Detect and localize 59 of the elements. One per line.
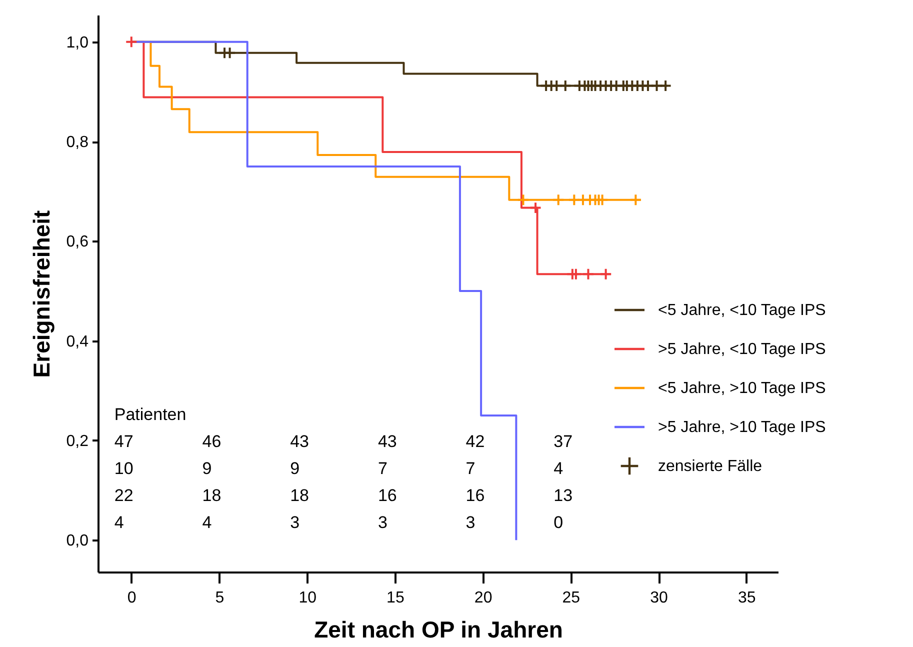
annotation: 13: [554, 486, 573, 505]
y-axis-title: Ereignisfreiheit: [28, 210, 54, 378]
legend-label: >5 Jahre, <10 Tage IPS: [658, 341, 826, 358]
annotation: 4: [554, 459, 564, 478]
annotation: 43: [290, 432, 310, 451]
annotation: 47: [114, 432, 134, 451]
annotation: 7: [378, 459, 388, 478]
annotation: 46: [202, 432, 222, 451]
annotation: 16: [378, 486, 397, 505]
annotation: 18: [202, 486, 222, 505]
y-tick-label: 0,2: [66, 432, 89, 450]
x-axis-title: Zeit nach OP in Jahren: [314, 616, 563, 642]
x-tick-label: 10: [298, 590, 317, 606]
annotation: 3: [378, 513, 388, 532]
annotation: 3: [466, 513, 476, 532]
annotation: 9: [202, 459, 212, 478]
annotation: 9: [290, 459, 300, 478]
x-tick-label: 5: [215, 590, 224, 606]
point: [596, 194, 609, 206]
x-tick-label: 35: [738, 590, 756, 606]
y-tick-label: 0,0: [66, 532, 89, 550]
annotation: 18: [290, 486, 310, 505]
annotation: Patienten: [114, 405, 186, 424]
y-tick-label: 1,0: [66, 34, 89, 52]
annotation: 4: [202, 513, 212, 532]
annotation: 42: [466, 432, 485, 451]
point: [559, 80, 572, 92]
point: [516, 194, 530, 206]
x-tick-label: 25: [562, 590, 580, 606]
legend-label: <5 Jahre, >10 Tage IPS: [658, 380, 826, 397]
annotation: 10: [114, 459, 134, 478]
y-tick-label: 0,6: [66, 234, 89, 251]
point: [582, 268, 594, 280]
x-tick-label: 0: [127, 590, 136, 606]
point: [570, 268, 582, 280]
legend-label: zensierte Fälle: [658, 458, 762, 475]
point: [125, 36, 138, 48]
point: [529, 202, 542, 214]
point: [659, 80, 672, 92]
annotation: 16: [466, 486, 485, 505]
legend-label: <5 Jahre, <10 Tage IPS: [658, 302, 826, 319]
annotation: 22: [114, 486, 134, 505]
point: [600, 268, 612, 280]
y-tick-label: 0,8: [66, 134, 89, 152]
point: [650, 80, 664, 92]
annotation: 7: [466, 459, 476, 478]
point: [629, 194, 642, 206]
x-tick-label: 30: [650, 590, 668, 606]
y-tick-label: 0,4: [66, 333, 89, 350]
annotation: 43: [378, 432, 397, 451]
point: [568, 194, 580, 206]
x-tick-label: 20: [474, 590, 492, 606]
legend-label: >5 Jahre, >10 Tage IPS: [658, 419, 826, 436]
annotation: 37: [554, 432, 573, 451]
annotation: 4: [114, 513, 124, 532]
annotation: 3: [290, 513, 300, 532]
annotation: 0: [554, 513, 564, 532]
point: [552, 194, 565, 206]
x-tick-label: 15: [386, 590, 404, 606]
